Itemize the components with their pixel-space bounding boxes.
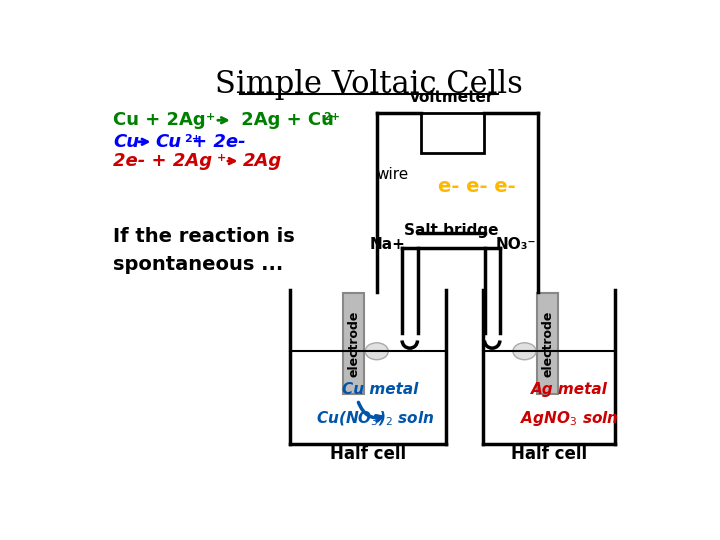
Bar xyxy=(343,294,364,394)
Text: Salt bridge: Salt bridge xyxy=(404,223,498,238)
Text: Cu(NO$_3$)$_2$ soln: Cu(NO$_3$)$_2$ soln xyxy=(316,410,434,428)
Text: NO₃⁻: NO₃⁻ xyxy=(496,237,536,252)
Text: 2e- + 2Ag: 2e- + 2Ag xyxy=(113,152,212,170)
Text: Cu + 2Ag: Cu + 2Ag xyxy=(113,111,206,129)
Text: e- e- e-: e- e- e- xyxy=(438,177,516,196)
Ellipse shape xyxy=(365,343,388,360)
Text: If the reaction is
spontaneous ...: If the reaction is spontaneous ... xyxy=(113,226,295,273)
Text: Cu metal: Cu metal xyxy=(343,382,419,397)
Text: electrode: electrode xyxy=(347,310,360,377)
Bar xyxy=(537,294,559,394)
Text: +: + xyxy=(206,112,215,122)
Text: 2+: 2+ xyxy=(184,134,201,144)
Text: Cu: Cu xyxy=(156,133,182,151)
Bar xyxy=(420,112,484,153)
Text: electrode: electrode xyxy=(541,310,554,377)
Text: Ag metal: Ag metal xyxy=(531,382,608,397)
Text: AgNO$_3$ soln: AgNO$_3$ soln xyxy=(520,409,618,429)
Text: +: + xyxy=(217,153,226,163)
Text: voltmeter: voltmeter xyxy=(410,90,495,105)
Text: Half cell: Half cell xyxy=(511,444,588,463)
Text: Cu: Cu xyxy=(113,133,140,151)
Text: + 2e-: + 2e- xyxy=(192,133,246,151)
Text: 2Ag: 2Ag xyxy=(243,152,282,170)
Text: Half cell: Half cell xyxy=(330,444,406,463)
Ellipse shape xyxy=(513,343,536,360)
Text: wire: wire xyxy=(376,167,408,183)
Text: 2+: 2+ xyxy=(323,112,340,122)
Text: Na+: Na+ xyxy=(370,237,406,252)
Text: Simple Voltaic Cells: Simple Voltaic Cells xyxy=(215,69,523,99)
Text: 2Ag + Cu: 2Ag + Cu xyxy=(235,111,334,129)
